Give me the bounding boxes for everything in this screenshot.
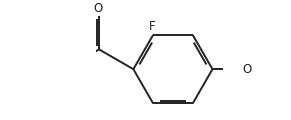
- Text: O: O: [243, 63, 252, 76]
- Text: N: N: [0, 59, 1, 72]
- Text: O: O: [94, 2, 103, 15]
- Text: F: F: [149, 20, 156, 33]
